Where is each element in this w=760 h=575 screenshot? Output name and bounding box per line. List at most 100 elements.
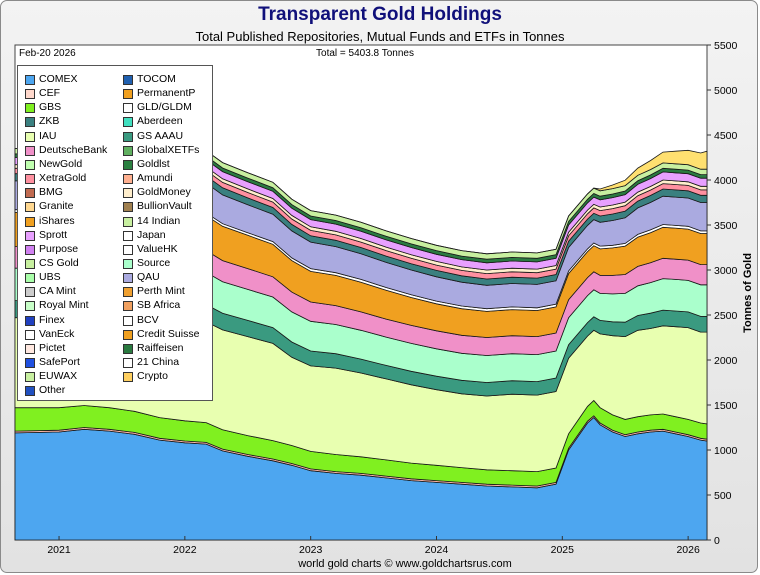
legend-swatch (25, 103, 35, 114)
legend-swatch (25, 117, 35, 128)
x-tick-label: 2024 (425, 544, 449, 556)
legend-label: Japan (137, 228, 166, 241)
credit-text: world gold charts © www.goldchartsrus.co… (298, 558, 512, 570)
legend-swatch (123, 230, 133, 241)
legend-label: CS Gold (39, 256, 79, 269)
legend-label: COMEX (39, 73, 78, 85)
legend-swatch (123, 273, 133, 284)
x-tick-label: 2025 (551, 544, 575, 556)
y-tick-label: 1500 (714, 400, 738, 412)
legend-label: 14 Indian (137, 214, 181, 227)
legend-label: Finex (39, 313, 65, 326)
date-label: Feb-20 2026 (19, 48, 76, 59)
y-tick-label: 2000 (714, 355, 738, 367)
legend-swatch (25, 75, 35, 85)
legend-swatch (25, 131, 35, 142)
legend-label: BMG (39, 186, 63, 199)
legend-label: Source (137, 256, 171, 269)
legend-swatch (123, 287, 133, 298)
legend-label: Aberdeen (137, 115, 183, 128)
legend-swatch (123, 145, 133, 156)
legend-label: ZKB (39, 115, 60, 128)
legend-label: IAU (39, 129, 57, 142)
legend-label: CA Mint (39, 285, 76, 298)
legend-label: GS AAAU (137, 129, 184, 142)
legend-swatch (123, 216, 133, 227)
x-axis: 2021 2022 2023 2024 2025 2026 (47, 536, 700, 556)
legend-swatch (123, 117, 133, 128)
total-label: Total = 5403.8 Tonnes (316, 48, 414, 59)
legend-swatch (25, 244, 35, 255)
legend-swatch (123, 244, 133, 255)
chart-title: Transparent Gold Holdings (258, 4, 502, 25)
y-tick-label: 5000 (714, 85, 738, 97)
legend-swatch (25, 386, 35, 397)
legend-swatch (123, 103, 133, 114)
x-tick-label: 2022 (173, 544, 197, 556)
legend-swatch (25, 89, 35, 100)
legend-swatch (123, 258, 133, 269)
legend-swatch (123, 159, 133, 170)
y-axis-label: Tonnes of Gold (742, 253, 754, 333)
legend-label: VanEck (39, 327, 75, 340)
area-other (14, 145, 708, 255)
legend-swatch (25, 343, 35, 354)
legend-swatch (123, 315, 133, 326)
legend: COMEX TOCOM CEF PermanentP GBS GLD/GLDM ZKB Abe… (17, 65, 213, 401)
legend-label: Granite (39, 200, 74, 213)
legend-swatch (25, 301, 35, 312)
legend-swatch (25, 230, 35, 241)
legend-label: CEF (39, 87, 60, 100)
x-tick-label: 2026 (676, 544, 700, 556)
legend-swatch (123, 343, 133, 354)
legend-swatch (25, 159, 35, 170)
y-tick-label: 2500 (714, 310, 738, 322)
legend-label: Goldlst (137, 157, 170, 170)
y-tick-label: 500 (714, 490, 732, 502)
y-tick-label: 1000 (714, 445, 738, 457)
y-axis: 0 500 1000 1500 2000 2500 3000 3500 4000 4500 5000… (707, 40, 738, 547)
legend-label: Pictet (39, 341, 66, 354)
legend-swatch (25, 145, 35, 156)
legend-label: XetraGold (39, 172, 87, 185)
legend-label: SB Africa (137, 299, 181, 312)
chart-subtitle: Total Published Repositories, Mutual Fun… (195, 29, 565, 44)
legend-swatch (123, 329, 133, 340)
legend-label: Credit Suisse (137, 327, 200, 340)
legend-label: BullionVault (137, 200, 192, 213)
legend-label: BCV (137, 313, 159, 326)
y-tick-label: 4500 (714, 130, 738, 142)
y-tick-label: 0 (714, 535, 720, 547)
legend-swatch (25, 315, 35, 326)
legend-label: GLD/GLDM (137, 101, 192, 114)
legend-label: GlobalXETFs (137, 143, 200, 156)
y-tick-label: 5500 (714, 40, 738, 52)
legend-swatch (123, 131, 133, 142)
legend-swatch (25, 258, 35, 269)
legend-swatch (25, 358, 35, 368)
legend-swatch (123, 174, 133, 185)
legend-label: iShares (39, 214, 75, 227)
legend-label: TOCOM (137, 73, 176, 85)
legend-swatch (25, 202, 35, 213)
legend-label: NewGold (39, 157, 83, 170)
legend-label: GBS (39, 101, 62, 114)
legend-swatch (123, 358, 133, 368)
legend-label: Crypto (137, 370, 168, 383)
legend-label: Purpose (39, 242, 79, 255)
legend-label: EUWAX (39, 370, 78, 383)
legend-label: Royal Mint (39, 299, 89, 312)
legend-label: 21 China (137, 356, 180, 368)
y-tick-label: 4000 (714, 175, 738, 187)
legend-swatch (123, 89, 133, 100)
legend-label: Sprott (39, 228, 68, 241)
legend-swatch (123, 301, 133, 312)
legend-swatch (25, 329, 35, 340)
legend-swatch (25, 372, 35, 383)
legend-swatch (123, 75, 133, 85)
legend-label: GoldMoney (137, 186, 191, 199)
legend-swatch (123, 372, 133, 383)
y-tick-label: 3000 (714, 265, 738, 277)
legend-swatch (123, 188, 133, 199)
x-tick-label: 2021 (47, 544, 71, 556)
